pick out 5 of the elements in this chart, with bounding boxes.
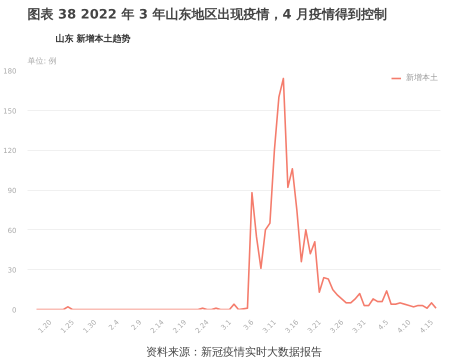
chart-title: 图表 38 2022 年 3 年山东地区出现疫情，4 月疫情得到控制 [28, 6, 388, 22]
chart-subtitle: 山东 新增本土趋势 [56, 34, 131, 44]
y-axis-title: 单位: 例 [28, 56, 57, 66]
legend-label: 新增本土 [406, 72, 438, 83]
text: 资料来源：新冠疫情实时大数据报告 [146, 346, 322, 358]
